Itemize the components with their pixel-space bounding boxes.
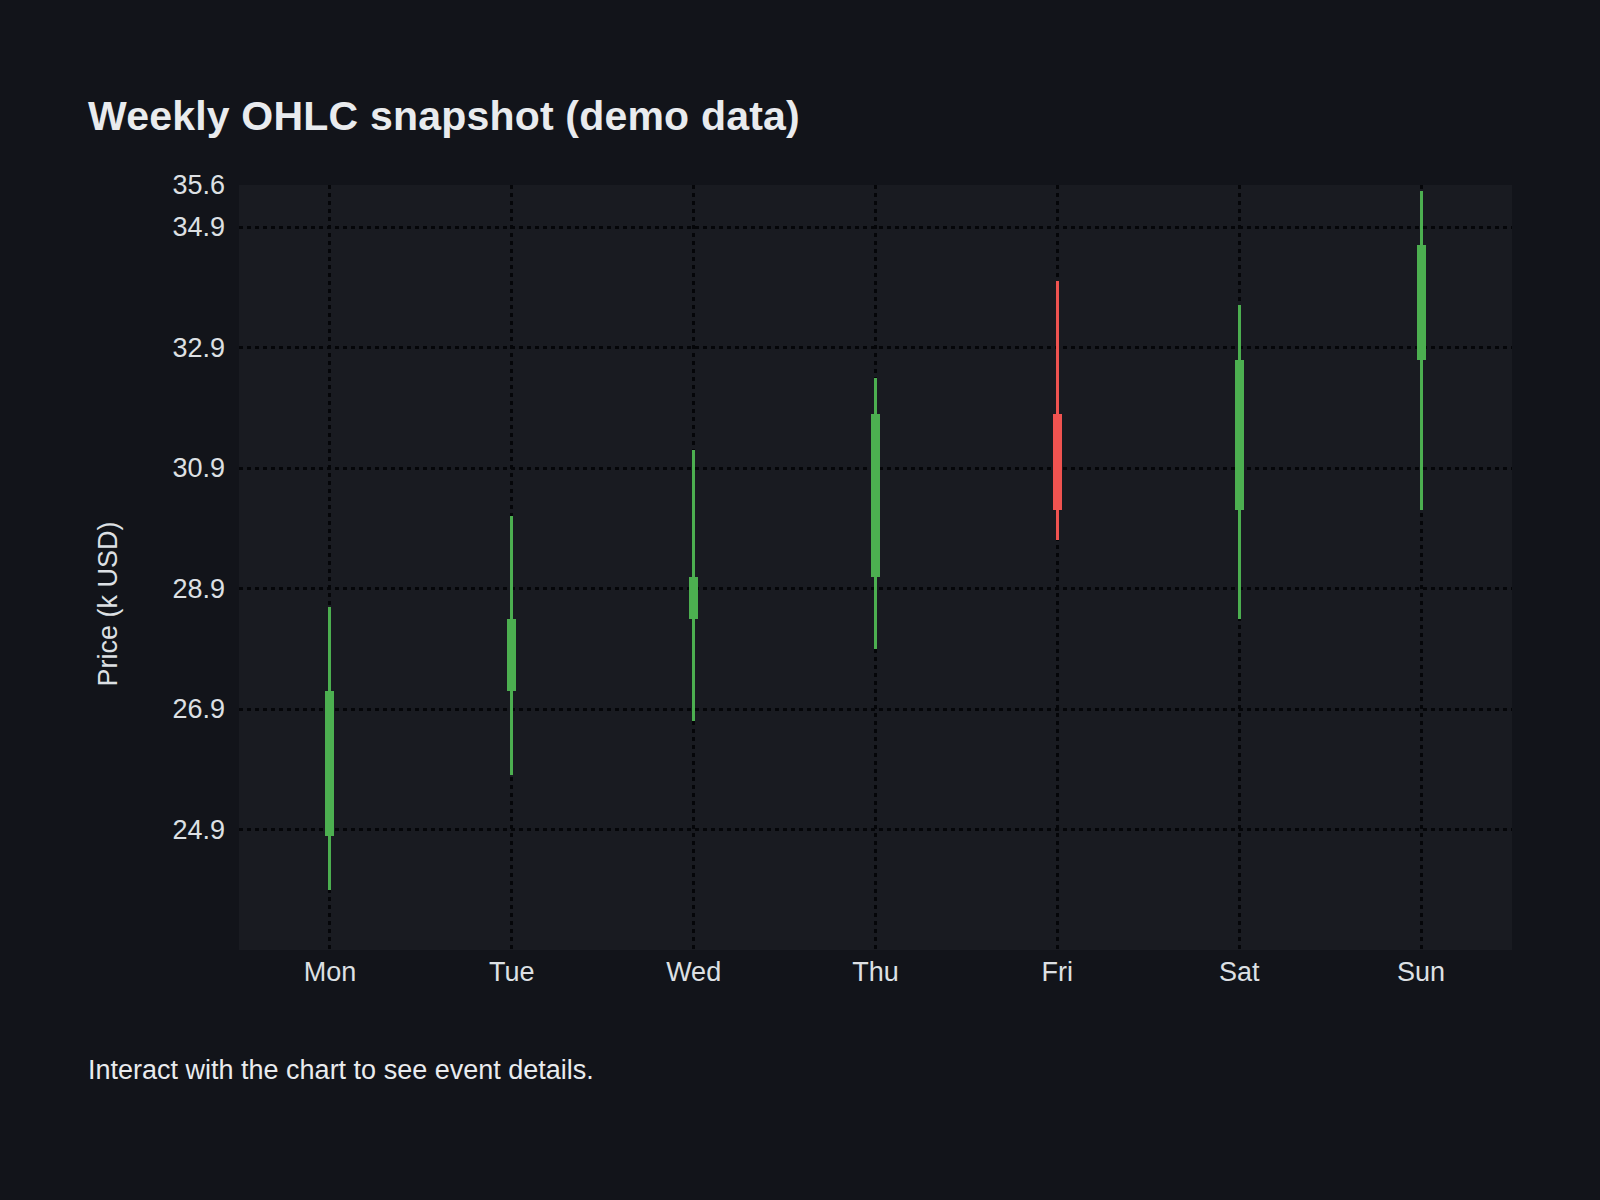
y-tick-label: 30.9 <box>0 453 225 483</box>
x-tick-label: Sat <box>1219 955 1260 989</box>
candle-body <box>1053 414 1062 510</box>
candle-sat[interactable] <box>1148 185 1330 950</box>
candle-fri[interactable] <box>966 185 1148 950</box>
footer-hint: Interact with the chart to see event det… <box>88 1055 594 1086</box>
candle-body <box>325 691 334 836</box>
y-tick-label: 34.9 <box>0 212 225 242</box>
y-axis: 35.6 34.9 32.9 30.9 28.9 26.9 24.9 <box>0 0 225 1200</box>
x-tick-label: Sun <box>1397 955 1445 989</box>
candle-body <box>689 577 698 619</box>
candle-body <box>871 414 880 577</box>
candle-sun[interactable] <box>1330 185 1512 950</box>
y-tick-label: 35.6 <box>0 170 225 200</box>
candle-wed[interactable] <box>603 185 785 950</box>
plot-area[interactable] <box>239 185 1512 950</box>
candle-body <box>1235 360 1244 511</box>
candle-mon[interactable] <box>239 185 421 950</box>
y-tick-label: 26.9 <box>0 694 225 724</box>
x-axis: Mon Tue Wed Thu Fri Sat Sun <box>0 955 1600 995</box>
y-tick-label: 28.9 <box>0 574 225 604</box>
y-tick-label: 24.9 <box>0 815 225 845</box>
candle-body <box>1417 245 1426 359</box>
x-tick-label: Thu <box>852 955 899 989</box>
candle-body <box>507 619 516 691</box>
x-tick-label: Mon <box>304 955 357 989</box>
candle-tue[interactable] <box>421 185 603 950</box>
x-tick-label: Tue <box>489 955 535 989</box>
candle-thu[interactable] <box>785 185 967 950</box>
x-tick-label: Fri <box>1042 955 1073 989</box>
x-tick-label: Wed <box>666 955 721 989</box>
y-tick-label: 32.9 <box>0 333 225 363</box>
